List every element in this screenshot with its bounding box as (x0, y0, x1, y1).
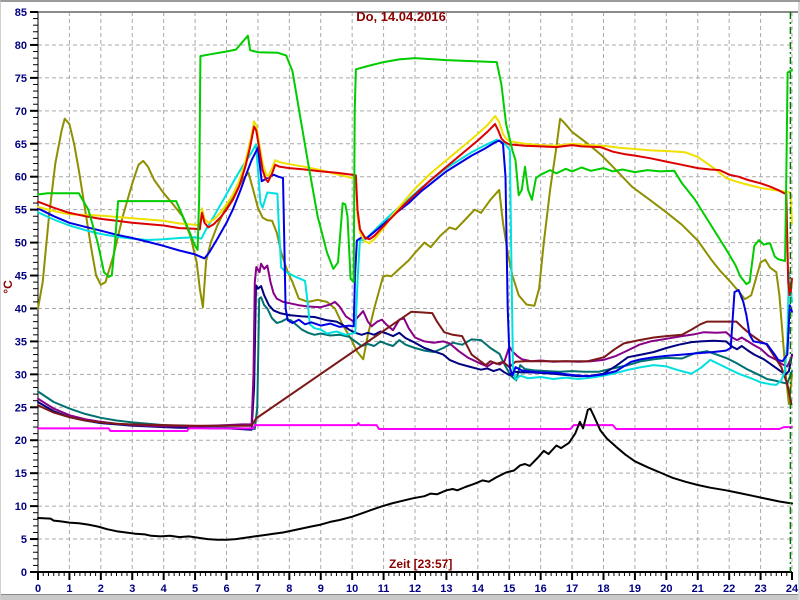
chart-title: Do, 14.04.2016 (356, 9, 446, 24)
x-tick-label: 11 (378, 583, 390, 595)
x-tick-label: 2 (98, 583, 104, 595)
series-green (37, 34, 793, 286)
x-tick-label: 24 (786, 583, 799, 595)
x-tick-label: 7 (255, 583, 261, 595)
series-red (37, 123, 793, 297)
y-tick-label: 65 (15, 139, 27, 151)
x-tick-label: 17 (566, 583, 578, 595)
y-tick-label: 50 (15, 238, 27, 250)
x-tick-label: 9 (318, 583, 324, 595)
y-tick-label: 85 (15, 7, 27, 19)
series-purple (37, 262, 793, 428)
x-tick-label: 3 (129, 583, 135, 595)
y-tick-label: 15 (15, 468, 27, 480)
series-magenta (37, 422, 793, 432)
y-tick-label: 0 (21, 567, 27, 579)
x-tick-label: 20 (660, 583, 672, 595)
y-axis-label: °C (1, 280, 15, 294)
series-black (37, 407, 793, 541)
y-tick-label: 25 (15, 402, 27, 414)
x-axis-label: Zeit [23:57] (389, 557, 453, 571)
y-tick-label: 35 (15, 336, 27, 348)
series-olive (37, 117, 793, 405)
x-tick-label: 0 (35, 583, 41, 595)
series-cyan (37, 138, 793, 386)
window-right-strip (798, 2, 800, 600)
x-tick-label: 6 (223, 583, 229, 595)
x-tick-label: 14 (472, 583, 485, 595)
y-tick-label: 20 (15, 435, 27, 447)
x-tick-label: 5 (192, 583, 198, 595)
y-tick-label: 80 (15, 40, 27, 52)
x-tick-label: 10 (346, 583, 358, 595)
y-axis: 0 5 10 15 20 25 30 35 40 45 50 55 60 65 70 75 80 85 (15, 7, 39, 579)
y-tick-label: 30 (15, 369, 27, 381)
window-bottom-strip (1, 594, 800, 600)
y-tick-label: 55 (15, 205, 27, 217)
y-tick-label: 70 (15, 106, 27, 118)
x-tick-label: 23 (754, 583, 766, 595)
y-tick-label: 60 (15, 172, 27, 184)
x-tick-label: 1 (66, 583, 72, 595)
x-tick-label: 18 (597, 583, 609, 595)
x-axis: 0 1 2 3 4 5 6 7 8 9 10 11 12 13 14 15 16 17 18 19 20 21 22 23 24 (35, 571, 799, 595)
y-tick-label: 10 (15, 501, 27, 513)
y-tick-label: 5 (21, 534, 27, 546)
x-tick-label: 15 (503, 583, 515, 595)
x-tick-label: 16 (535, 583, 547, 595)
x-tick-label: 13 (440, 583, 452, 595)
grid (38, 11, 798, 572)
y-tick-label: 75 (15, 73, 27, 85)
y-tick-label: 45 (15, 271, 27, 283)
series-blue (37, 139, 793, 378)
x-tick-label: 19 (629, 583, 641, 595)
x-tick-label: 22 (723, 583, 735, 595)
x-tick-label: 4 (161, 583, 168, 595)
y-tick-label: 40 (15, 303, 27, 315)
x-tick-label: 21 (692, 583, 704, 595)
x-tick-label: 12 (409, 583, 421, 595)
x-tick-label: 8 (286, 583, 292, 595)
